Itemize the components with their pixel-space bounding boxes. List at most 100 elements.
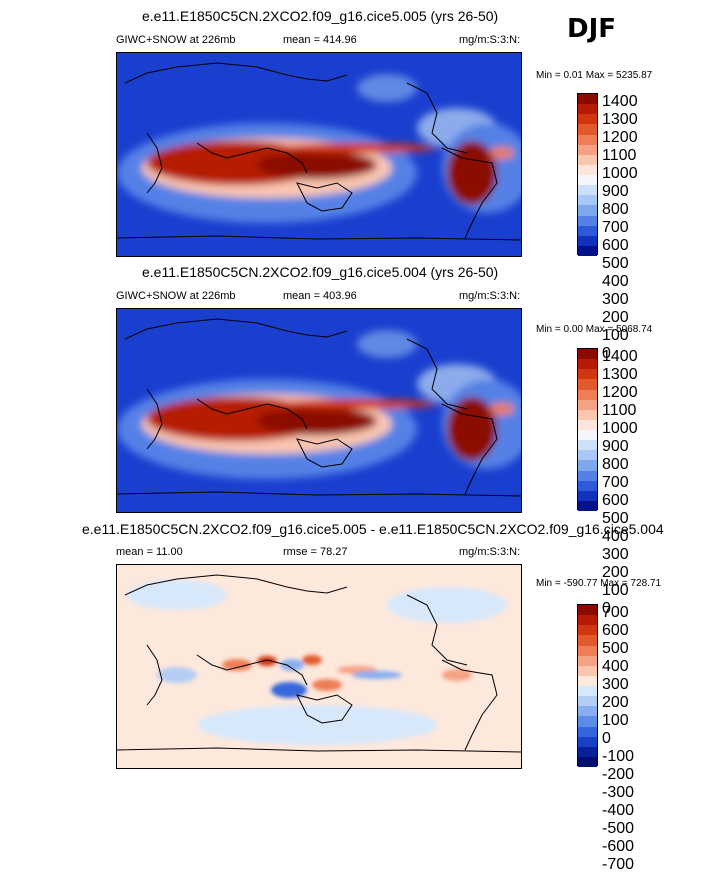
colorbar-tick-label: 600 <box>602 237 629 254</box>
panel1-field <box>117 53 521 256</box>
colorbar-tick-label: 400 <box>602 528 629 545</box>
colorbar-tick-label: 1000 <box>602 420 638 437</box>
colorbar-swatch <box>578 164 597 175</box>
colorbar-swatch <box>578 134 597 145</box>
colorbar-tick-label: 1200 <box>602 384 638 401</box>
colorbar-tick-label: 1100 <box>602 402 637 419</box>
panel1-minmax: Min = 0.01 Max = 5235.87 <box>536 70 653 81</box>
panel3-units: mg/m:S:3:N: <box>459 546 521 558</box>
panel3-minmax: Min = -590.77 Max = 728.71 <box>536 578 662 589</box>
colorbar-swatch <box>578 460 597 471</box>
colorbar-tick-label: -500 <box>602 820 635 837</box>
colorbar-tick-label: 1300 <box>602 111 638 128</box>
colorbar-tick-label: 1400 <box>602 348 638 365</box>
colorbar-tick-label: 900 <box>602 438 629 455</box>
panel2-minmax: Min = 0.00 Max = 5068.74 <box>536 324 653 335</box>
colorbar-tick-label: 500 <box>602 255 629 272</box>
colorbar-tick-label: 700 <box>602 219 629 236</box>
colorbar-swatch <box>578 736 597 747</box>
colorbar-swatch <box>578 440 597 451</box>
colorbar-swatch <box>578 94 597 105</box>
panel2-field <box>117 309 521 512</box>
colorbar-tick-label: 100 <box>602 712 629 729</box>
colorbar-swatch <box>578 706 597 717</box>
colorbar-swatch <box>578 215 597 226</box>
colorbar-tick-label: 0 <box>602 600 611 617</box>
colorbar-tick-label: 800 <box>602 456 629 473</box>
panel2-variable: GIWC+SNOW at 226mb <box>116 290 236 302</box>
colorbar-tick-label: 100 <box>602 327 629 344</box>
colorbar-swatch <box>578 655 597 666</box>
colorbar-tick-label: 500 <box>602 640 629 657</box>
panel3-field <box>117 565 521 768</box>
colorbar-swatch <box>578 124 597 135</box>
colorbar-swatch <box>578 185 597 196</box>
colorbar-swatch <box>578 635 597 646</box>
colorbar-tick-label: 100 <box>602 582 629 599</box>
panel1-units: mg/m:S:3:N: <box>459 34 521 46</box>
panel2-map <box>116 308 522 513</box>
colorbar-tick-label: 200 <box>602 309 629 326</box>
colorbar-tick-label: 200 <box>602 694 629 711</box>
panel2-mean: mean = 403.96 <box>283 290 357 302</box>
colorbar-swatch <box>578 399 597 410</box>
panel1-variable: GIWC+SNOW at 226mb <box>116 34 236 46</box>
colorbar-swatch <box>578 154 597 165</box>
colorbar-swatch <box>578 349 597 360</box>
colorbar-tick-label: -300 <box>602 784 635 801</box>
colorbar-swatch <box>578 746 597 757</box>
colorbar-swatch <box>578 369 597 380</box>
panel3-mean: mean = 11.00 <box>116 546 183 558</box>
colorbar-tick-label: 1100 <box>602 147 637 164</box>
colorbar-swatch <box>578 409 597 420</box>
colorbar-tick-label: 600 <box>602 492 629 509</box>
colorbar-swatch <box>578 245 597 256</box>
colorbar-tick-label: 0 <box>602 345 611 362</box>
colorbar-swatch <box>578 470 597 481</box>
colorbar-swatch <box>578 665 597 676</box>
panel3-map <box>116 564 522 769</box>
colorbar-swatch <box>578 235 597 246</box>
colorbar-swatch <box>578 450 597 461</box>
colorbar-tick-label: 400 <box>602 658 629 675</box>
colorbar-swatch <box>578 359 597 370</box>
colorbar-tick-label: 1200 <box>602 129 638 146</box>
colorbar-tick-label: 700 <box>602 474 629 491</box>
colorbar-tick-label: 0 <box>602 730 611 747</box>
colorbar-swatch <box>578 195 597 206</box>
colorbar-tick-label: 300 <box>602 546 629 563</box>
colorbar-swatch <box>578 430 597 441</box>
colorbar-swatch <box>578 716 597 727</box>
colorbar-tick-label: 1300 <box>602 366 638 383</box>
colorbar-swatch <box>578 144 597 155</box>
colorbar-swatch <box>578 726 597 737</box>
panel2-title: e.e11.E1850C5CN.2XCO2.f09_g16.cice5.004 … <box>142 264 499 280</box>
colorbar-swatch <box>578 104 597 115</box>
colorbar-swatch <box>578 696 597 707</box>
season-label: DJF <box>567 14 617 44</box>
colorbar-swatch <box>578 480 597 491</box>
colorbar-swatch <box>578 605 597 616</box>
panel2-colorbar <box>577 348 598 511</box>
panel1-title: e.e11.E1850C5CN.2XCO2.f09_g16.cice5.005 … <box>142 8 499 24</box>
panel3-colorbar-labels: 700 600 500 400 300 200 100 0 -100 -200 -300 -400 -5… <box>602 604 642 873</box>
colorbar-tick-label: -100 <box>602 748 635 765</box>
panel1-colorbar <box>577 93 598 256</box>
colorbar-tick-label: 500 <box>602 510 629 527</box>
panel1-mean: mean = 414.96 <box>283 34 357 46</box>
colorbar-tick-label: 300 <box>602 676 629 693</box>
colorbar-swatch <box>578 615 597 626</box>
panel2-colorbar-swatches <box>577 348 598 511</box>
colorbar-tick-label: 700 <box>602 604 629 621</box>
colorbar-swatch <box>578 389 597 400</box>
panel2-units: mg/m:S:3:N: <box>459 290 521 302</box>
colorbar-tick-label: 1400 <box>602 93 638 110</box>
colorbar-swatch <box>578 225 597 236</box>
colorbar-swatch <box>578 205 597 216</box>
colorbar-tick-label: -600 <box>602 838 635 855</box>
colorbar-swatch <box>578 490 597 501</box>
colorbar-tick-label: -400 <box>602 802 635 819</box>
colorbar-tick-label: -700 <box>602 856 635 873</box>
panel3-colorbar-swatches <box>577 604 598 767</box>
colorbar-swatch <box>578 500 597 511</box>
